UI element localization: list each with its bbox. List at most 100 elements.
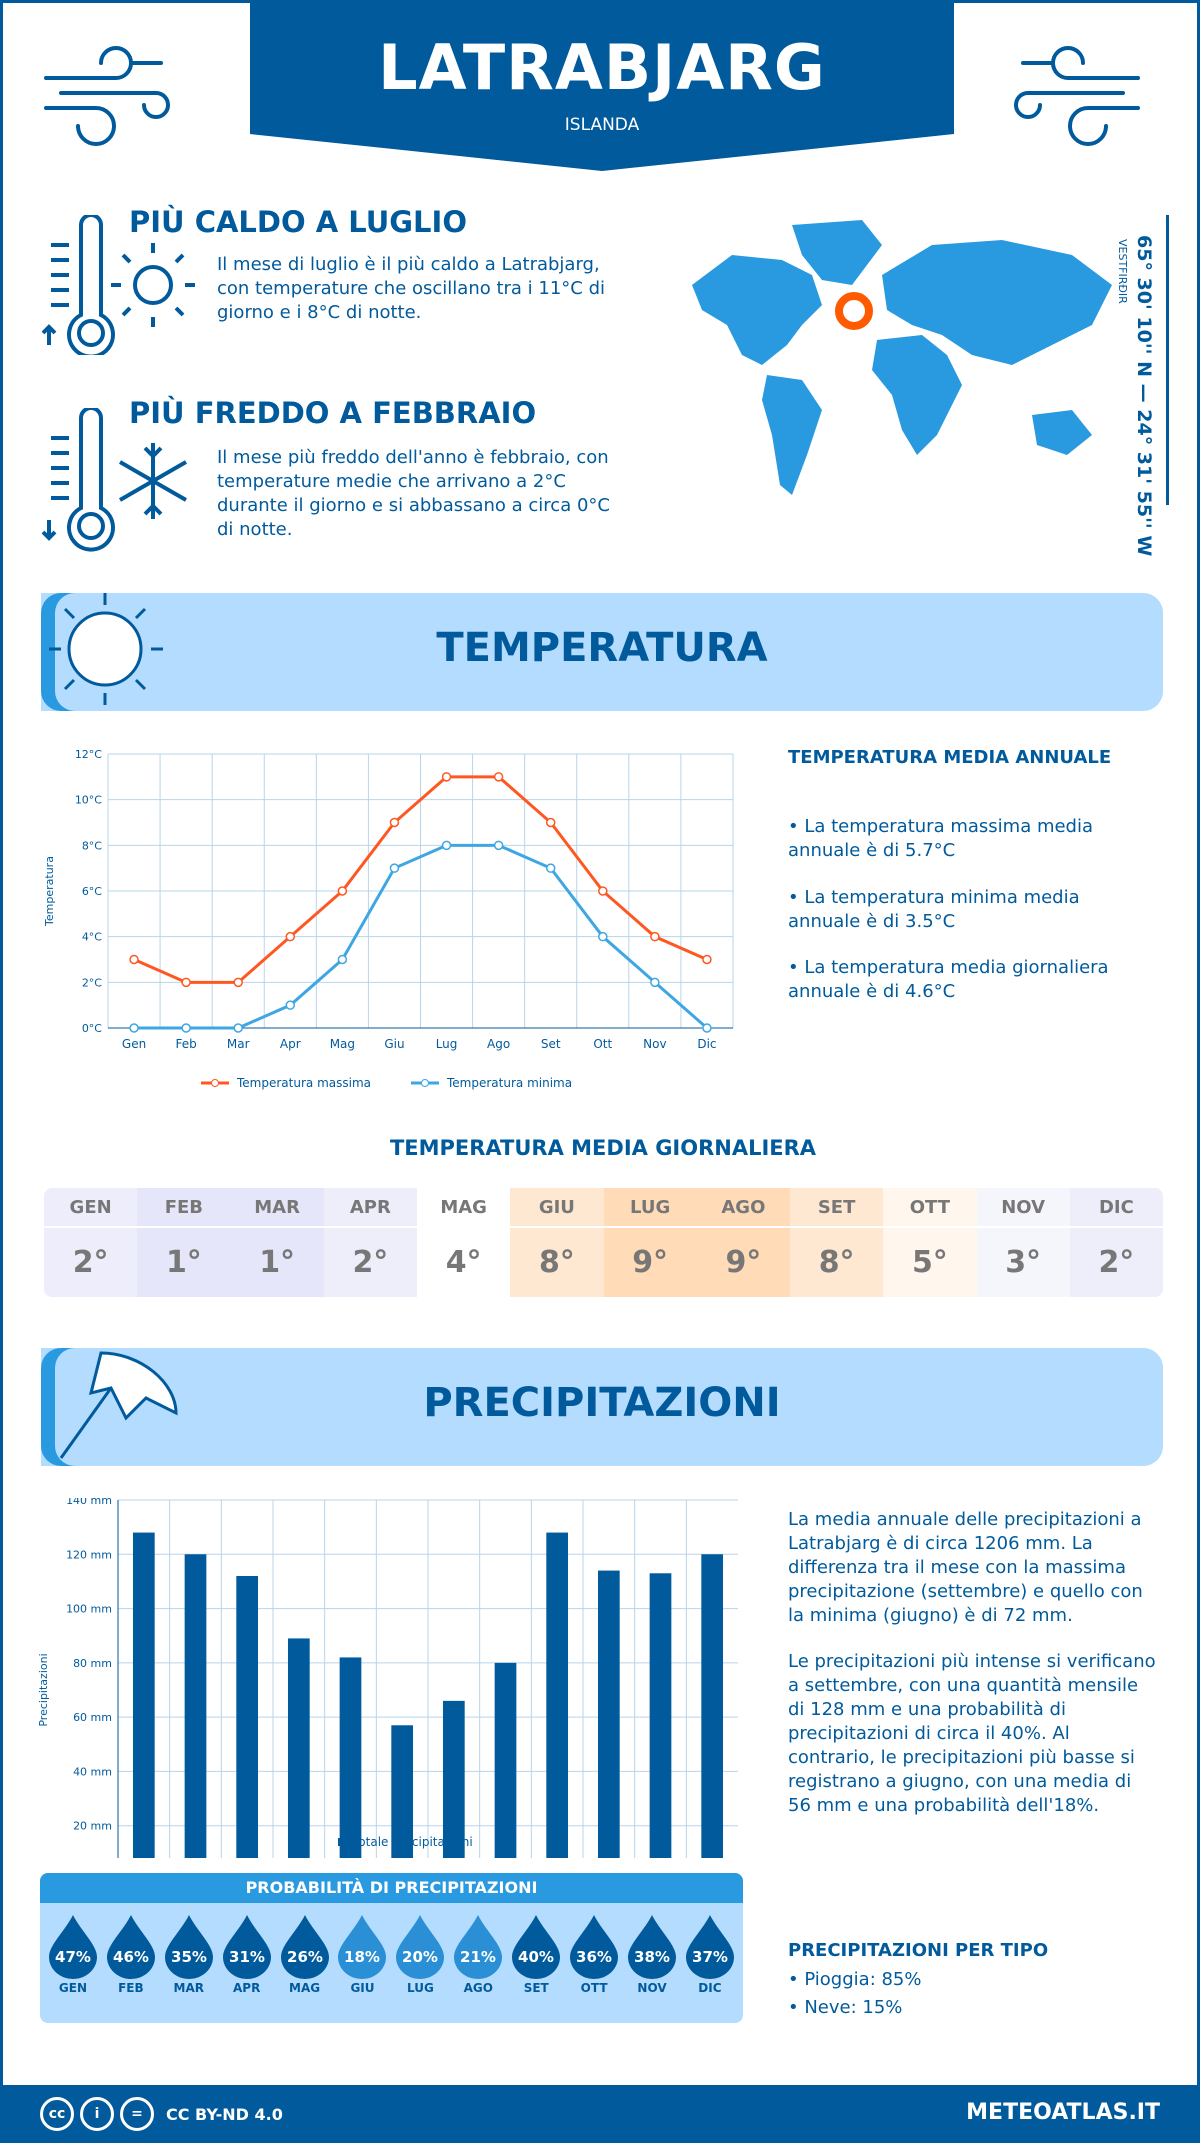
temp-value: 9°	[632, 1245, 669, 1280]
daily-temp-cell: LUG 9°	[603, 1188, 697, 1297]
daily-temp-cell: OTT 5°	[883, 1188, 977, 1297]
cc-icon: cc	[40, 2097, 74, 2131]
legend-marker	[211, 1079, 219, 1087]
data-point	[285, 931, 296, 942]
bar	[701, 1554, 724, 1858]
raindrop-icon: 38%	[628, 1915, 677, 1979]
daily-temp-cell: GEN 2°	[44, 1188, 138, 1297]
annual-temp-item: • La temperatura minima media annuale è …	[788, 887, 1080, 932]
probability-value: 18%	[345, 1948, 381, 1966]
temp-value: 2°	[72, 1245, 109, 1280]
legend-swatch	[338, 1838, 346, 1846]
probability-drop: 21% AGO	[451, 1913, 506, 1995]
data-point	[650, 931, 660, 942]
probability-value: 35%	[171, 1948, 207, 1966]
probability-drop: 46% FEB	[103, 1913, 158, 1995]
month-label: FEB	[118, 1981, 144, 1995]
site-link[interactable]: METEOATLAS.IT	[966, 2100, 1160, 2125]
daily-temp-cell: DIC 2°	[1069, 1188, 1163, 1297]
bar	[184, 1554, 207, 1858]
month-label: GIU	[510, 1188, 604, 1228]
precipitation-heading: PRECIPITAZIONI	[423, 1380, 781, 1426]
month-label: MAR	[173, 1981, 204, 1995]
y-axis-label: Temperatura	[43, 856, 56, 927]
page-title: LATRABJARG	[378, 31, 826, 104]
x-tick-label: Mag	[330, 1037, 355, 1051]
bar	[391, 1725, 414, 1858]
temperature-banner: TEMPERATURA	[41, 593, 1163, 711]
y-tick-label: 4°C	[82, 931, 102, 944]
temp-value: 1°	[259, 1245, 296, 1280]
data-point	[650, 977, 660, 988]
month-label: LUG	[406, 1981, 434, 1995]
y-tick-label: 40 mm	[73, 1765, 112, 1778]
country-label: ISLANDA	[564, 115, 640, 135]
raindrop-icon: 31%	[222, 1915, 271, 1979]
month-label: APR	[233, 1981, 261, 1995]
daily-temp-cell: APR 2°	[323, 1188, 417, 1297]
y-tick-label: 8°C	[82, 839, 102, 852]
x-tick-label: Giu	[384, 1037, 404, 1051]
probability-drop: 18% GIU	[335, 1913, 390, 1995]
month-label: GEN	[44, 1188, 138, 1228]
annual-temp-item: • La temperatura media giornaliera annua…	[788, 957, 1109, 1002]
y-tick-label: 10°C	[75, 794, 102, 807]
temp-value: 2°	[352, 1245, 389, 1280]
series-line	[133, 775, 708, 984]
probability-value: 20%	[402, 1948, 438, 1966]
raindrop-icon: 36%	[570, 1915, 619, 1979]
probability-value: 47%	[55, 1948, 91, 1966]
month-label: DIC	[698, 1981, 722, 1995]
data-point	[545, 863, 556, 873]
world-map	[692, 220, 1112, 495]
month-label: LUG	[603, 1188, 697, 1228]
data-point	[129, 1023, 139, 1033]
month-label: MAG	[289, 1981, 321, 1995]
coordinates: 65° 30' 10'' N — 24° 31' 55'' W	[1133, 235, 1155, 557]
temp-value: 3°	[1005, 1245, 1042, 1280]
month-label: OTT	[883, 1188, 977, 1228]
daily-temp-cell: MAR 1°	[230, 1188, 324, 1297]
data-point	[233, 977, 243, 988]
precip-type-rain: • Pioggia: 85%	[788, 1969, 922, 1990]
bar	[546, 1532, 569, 1858]
annual-temp-item: • La temperatura massima media annuale è…	[788, 816, 1094, 861]
y-tick-label: 60 mm	[73, 1711, 112, 1724]
probability-drop: 36% OTT	[567, 1913, 622, 1995]
probability-value: 40%	[518, 1948, 554, 1966]
probability-drop: 38% NOV	[625, 1913, 680, 1995]
probability-drop: 35% MAR	[161, 1913, 216, 1995]
probability-drop: 47% GEN	[45, 1913, 100, 1995]
data-point	[389, 817, 400, 828]
attribution-icon: i	[80, 2097, 114, 2131]
temperature-heading: TEMPERATURA	[436, 625, 768, 671]
probability-drop: 31% APR	[219, 1913, 274, 1995]
location-marker	[835, 292, 873, 330]
data-point	[493, 772, 504, 782]
temp-value: 9°	[725, 1245, 762, 1280]
bar	[597, 1570, 620, 1858]
probability-value: 37%	[692, 1948, 728, 1966]
raindrop-icon: 35%	[164, 1915, 213, 1979]
probability-drop: 26% MAG	[277, 1913, 332, 1995]
data-point	[598, 886, 608, 896]
probability-value: 46%	[113, 1948, 149, 1966]
probability-value: 38%	[634, 1948, 670, 1966]
probability-drop: 37% DIC	[682, 1913, 737, 1995]
month-label: GIU	[350, 1981, 375, 1995]
data-point	[337, 954, 348, 965]
x-tick-label: Set	[541, 1037, 561, 1051]
daily-temp-cell: GIU 8°	[510, 1188, 604, 1297]
annual-temp-title: TEMPERATURA MEDIA ANNUALE	[788, 747, 1112, 768]
probability-value: 21%	[460, 1948, 496, 1966]
y-tick-label: 0°C	[82, 1022, 102, 1035]
license-link[interactable]: CC BY-ND 4.0	[166, 2104, 283, 2124]
raindrop-icon: 20%	[396, 1915, 445, 1979]
header-banner: LATRABJARG ISLANDA	[250, 3, 954, 171]
data-point	[285, 1000, 296, 1010]
month-label: AGO	[696, 1188, 790, 1228]
raindrop-icon: 47%	[48, 1915, 97, 1979]
precipitation-banner: PRECIPITAZIONI	[41, 1348, 1163, 1466]
raindrop-icon: 21%	[454, 1915, 503, 1979]
